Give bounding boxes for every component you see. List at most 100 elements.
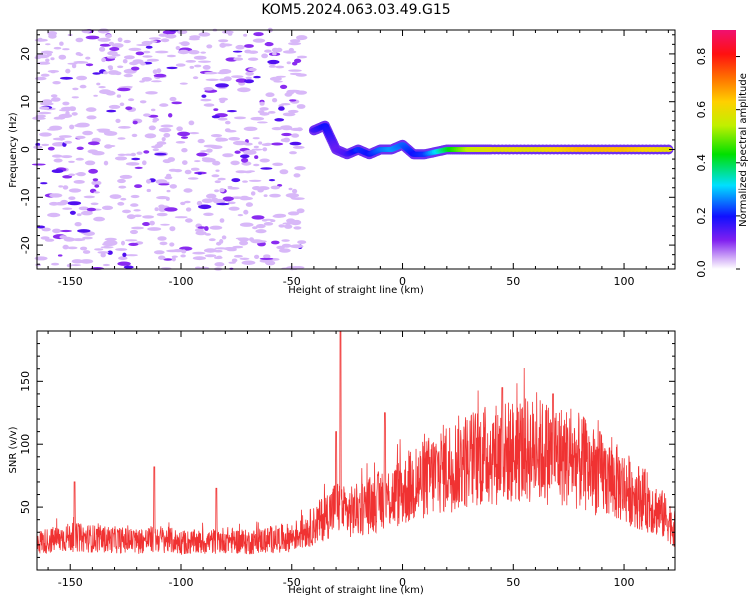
spectrogram-noise-cell bbox=[164, 175, 173, 180]
spectrogram-noise-cell bbox=[214, 262, 225, 267]
spectrogram-cells bbox=[31, 27, 674, 271]
spectrogram-noise-cell bbox=[274, 118, 285, 122]
spectrogram-noise-cell bbox=[68, 196, 76, 200]
spectrogram-noise-cell bbox=[232, 245, 244, 249]
spectrogram-noise-cell bbox=[233, 140, 247, 146]
spectrogram-noise-cell bbox=[154, 50, 169, 54]
spectrogram-noise-cell bbox=[264, 142, 272, 146]
spectrogram-noise-cell bbox=[197, 172, 202, 175]
spectrogram-noise-cell bbox=[269, 76, 282, 81]
spectrogram-noise-cell bbox=[264, 42, 274, 47]
spectrogram-noise-cell bbox=[62, 175, 73, 179]
spectrogram-noise-cell bbox=[240, 154, 250, 159]
spectrogram-noise-cell bbox=[249, 237, 254, 242]
spectrogram-noise-cell bbox=[134, 166, 143, 169]
spectrogram-noise-cell bbox=[204, 233, 211, 236]
spectrogram-noise-cell bbox=[288, 187, 293, 191]
spectrogram-noise-cell bbox=[195, 266, 201, 270]
spectrogram-noise-cell bbox=[154, 207, 159, 212]
spectrogram-noise-cell bbox=[206, 44, 213, 49]
spectrogram-noise-cell bbox=[288, 109, 299, 114]
spectrogram-noise-cell bbox=[35, 76, 47, 81]
spectrogram-noise-cell bbox=[158, 183, 170, 186]
spectrogram-noise-cell bbox=[217, 137, 229, 142]
snr-frame bbox=[36, 330, 676, 571]
spectrogram-noise-cell bbox=[106, 109, 117, 113]
spectrogram-noise-cell bbox=[224, 128, 231, 133]
spectrogram-noise-cell bbox=[73, 180, 85, 184]
spectrogram-noise-cell bbox=[187, 177, 199, 180]
spectrogram-noise-cell bbox=[78, 53, 84, 57]
spectrogram-noise-cell bbox=[263, 222, 274, 226]
spectrogram-noise-cell bbox=[103, 240, 117, 245]
spectrogram-noise-cell bbox=[146, 58, 159, 62]
spectrogram-noise-cell bbox=[108, 70, 120, 75]
spectrogram-noise-cell bbox=[145, 45, 153, 49]
x-tick-label: -150 bbox=[58, 576, 83, 589]
spectrogram-noise-cell bbox=[153, 250, 165, 255]
spectrogram-noise-cell bbox=[33, 145, 43, 149]
spectrogram-noise-cell bbox=[74, 222, 82, 227]
spectrogram-noise-cell bbox=[273, 213, 287, 218]
spectrogram-noise-cell bbox=[71, 259, 84, 264]
spectrogram-noise-cell bbox=[219, 188, 225, 193]
snr-line bbox=[37, 331, 675, 555]
spectrogram-noise-cell bbox=[51, 97, 61, 102]
spectrogram-noise-cell bbox=[256, 121, 268, 124]
spectrogram-noise-cell bbox=[297, 240, 307, 245]
spectrogram-noise-cell bbox=[87, 149, 99, 154]
spectrogram-noise-cell bbox=[77, 229, 91, 233]
spectrogram-noise-cell bbox=[91, 180, 102, 186]
spectrogram-noise-cell bbox=[101, 205, 114, 210]
spectrogram-noise-cell bbox=[282, 222, 293, 225]
spectrogram-noise-cell bbox=[152, 148, 159, 152]
spectrogram-noise-cell bbox=[214, 180, 221, 184]
spectrogram-noise-cell bbox=[177, 131, 191, 137]
spectrogram-noise-cell bbox=[279, 169, 289, 175]
spectrogram-noise-cell bbox=[282, 112, 296, 117]
spectrogram-noise-cell bbox=[158, 255, 166, 260]
spectrogram-noise-cell bbox=[192, 251, 206, 255]
spectrogram-noise-cell bbox=[134, 184, 143, 189]
spectrogram-noise-cell bbox=[174, 216, 188, 219]
spectrogram-noise-cell bbox=[40, 102, 54, 106]
spectrogram-noise-cell bbox=[255, 229, 267, 234]
spectrogram-noise-cell bbox=[185, 218, 193, 223]
spectrogram-noise-cell bbox=[235, 237, 247, 240]
spectrogram-noise-cell bbox=[117, 87, 131, 92]
spectrogram-noise-cell bbox=[258, 141, 263, 145]
y-tick-label: -10 bbox=[19, 188, 32, 206]
spectrogram-noise-cell bbox=[76, 146, 84, 150]
spectrogram-noise-cell bbox=[228, 137, 241, 141]
spectrogram-noise-cell bbox=[280, 103, 291, 106]
spectrogram-noise-cell bbox=[143, 113, 151, 117]
spectrogram-noise-cell bbox=[211, 197, 219, 203]
spectrogram-noise-cell bbox=[81, 210, 93, 216]
spectrogram-noise-cell bbox=[245, 76, 252, 80]
spectrogram-noise-cell bbox=[286, 89, 295, 95]
spectrogram-noise-cell bbox=[244, 79, 254, 84]
spectrogram-noise-cell bbox=[175, 46, 181, 50]
spectrogram-noise-cell bbox=[109, 194, 122, 200]
spectrogram-noise-cell bbox=[131, 226, 144, 230]
spectrogram-noise-cell bbox=[105, 34, 112, 38]
spectrogram-noise-cell bbox=[99, 43, 111, 47]
spectrogram-noise-cell bbox=[252, 137, 260, 140]
spectrogram-noise-cell bbox=[201, 157, 216, 163]
spectrogram-noise-cell bbox=[276, 245, 285, 250]
spectrogram-noise-cell bbox=[87, 141, 100, 146]
spectrogram-noise-cell bbox=[231, 258, 238, 263]
spectrogram-noise-cell bbox=[40, 50, 54, 54]
spectrogram-noise-cell bbox=[233, 254, 243, 258]
spectrogram-noise-cell bbox=[117, 201, 125, 206]
spectrogram-noise-cell bbox=[261, 53, 268, 59]
spectrogram-noise-cell bbox=[139, 100, 147, 104]
spectrogram-noise-cell bbox=[53, 158, 63, 163]
colorbar-tick-label: 0.0 bbox=[695, 260, 708, 278]
spectrogram-noise-cell bbox=[268, 179, 276, 182]
spectrogram-noise-cell bbox=[120, 197, 127, 201]
spectrogram-noise-cell bbox=[109, 47, 120, 51]
spectrogram-noise-cell bbox=[204, 254, 217, 258]
spectrogram-noise-cell bbox=[47, 146, 55, 151]
